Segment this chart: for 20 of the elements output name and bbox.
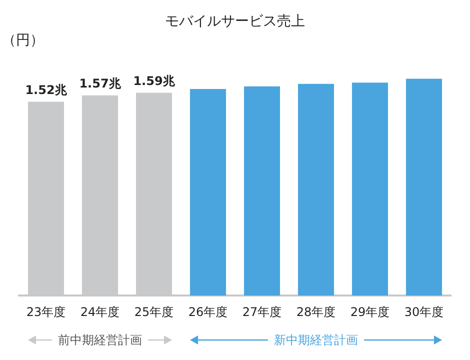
bar [406,78,442,296]
x-tick-label: 29年度 [350,304,390,319]
data-label: 1.59兆 [133,74,176,88]
x-tick-label: 26年度 [188,304,228,319]
bar [352,82,388,296]
bar [190,88,226,296]
y-axis-title: （円） [2,32,44,49]
x-tick-label: 28年度 [296,304,336,319]
x-tick-label: 23年度 [26,304,66,319]
bar [244,86,280,296]
data-label: 1.57兆 [79,76,122,90]
x-tick-label: 24年度 [80,304,120,319]
x-tick-label: 27年度 [242,304,282,319]
chart-title: モバイルサービス売上 [165,14,305,30]
text: 新中期経営計画 [274,332,358,348]
data-label: 1.52兆 [25,82,68,97]
x-tick-label: 25年度 [134,304,174,319]
text: 前中期経営計画 [58,332,142,348]
bar [298,84,334,296]
x-tick-label: 30年度 [404,304,444,319]
